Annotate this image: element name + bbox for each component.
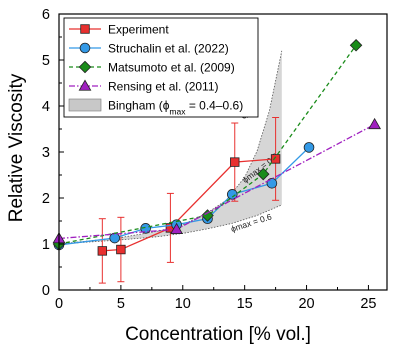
series-2 — [52, 39, 363, 251]
x-tick-label: 0 — [55, 296, 63, 312]
x-tick-label: 20 — [298, 296, 314, 312]
y-tick-label: 0 — [42, 283, 50, 299]
y-tick-label: 4 — [42, 99, 50, 115]
legend: Experiment Struchalin et al. (2022) Matsum… — [63, 17, 259, 118]
legend-marker-0 — [80, 24, 90, 34]
legend-label-band: Bingham (ϕmax = 0.4–0.6) — [108, 99, 243, 117]
x-tick-label: 10 — [175, 296, 191, 312]
data-point — [170, 222, 183, 234]
legend-label-1: Struchalin et al. (2022) — [108, 42, 229, 56]
data-point — [201, 209, 214, 222]
x-tick-label: 25 — [360, 296, 376, 312]
y-tick-label: 5 — [42, 53, 50, 69]
data-point — [97, 246, 108, 256]
data-point — [116, 244, 126, 255]
legend-marker-3 — [78, 79, 92, 91]
axes-layer: 0 5 10 15 20 25 0 1 2 3 4 5 6 — [42, 7, 388, 312]
data-point — [368, 117, 382, 130]
legend-marker-1 — [79, 42, 91, 54]
x-tick-label: 15 — [237, 296, 253, 312]
y-tick-label: 3 — [42, 145, 50, 161]
data-point — [303, 142, 315, 153]
y-axis-label: Relative Viscosity — [6, 73, 27, 222]
data-point — [230, 157, 240, 167]
x-axis-label: Concentration [% vol.] — [125, 324, 311, 345]
data-point — [140, 223, 151, 234]
legend-band-swatch — [68, 98, 102, 112]
series-0 — [97, 117, 281, 284]
series-2-line — [58, 44, 357, 245]
data-point — [266, 177, 278, 189]
data-point — [270, 154, 281, 164]
bingham-upper-edge — [58, 50, 283, 245]
x-tick-label: 5 — [117, 296, 125, 312]
data-point — [256, 167, 270, 181]
legend-label-2: Matsumoto et al. (2009) — [108, 61, 235, 75]
y-tick-label: 2 — [42, 191, 50, 207]
legend-label-3: Rensing et al. (2011) — [108, 80, 219, 94]
bingham-lower-edge — [58, 204, 282, 245]
legend-marker-2 — [78, 60, 92, 74]
legend-label-0: Experiment — [108, 23, 169, 37]
series-layer — [52, 39, 382, 284]
data-point — [109, 232, 120, 244]
data-point — [349, 39, 363, 52]
y-tick-label: 6 — [42, 7, 50, 23]
series-3 — [52, 117, 382, 244]
y-tick-label: 1 — [42, 237, 50, 253]
